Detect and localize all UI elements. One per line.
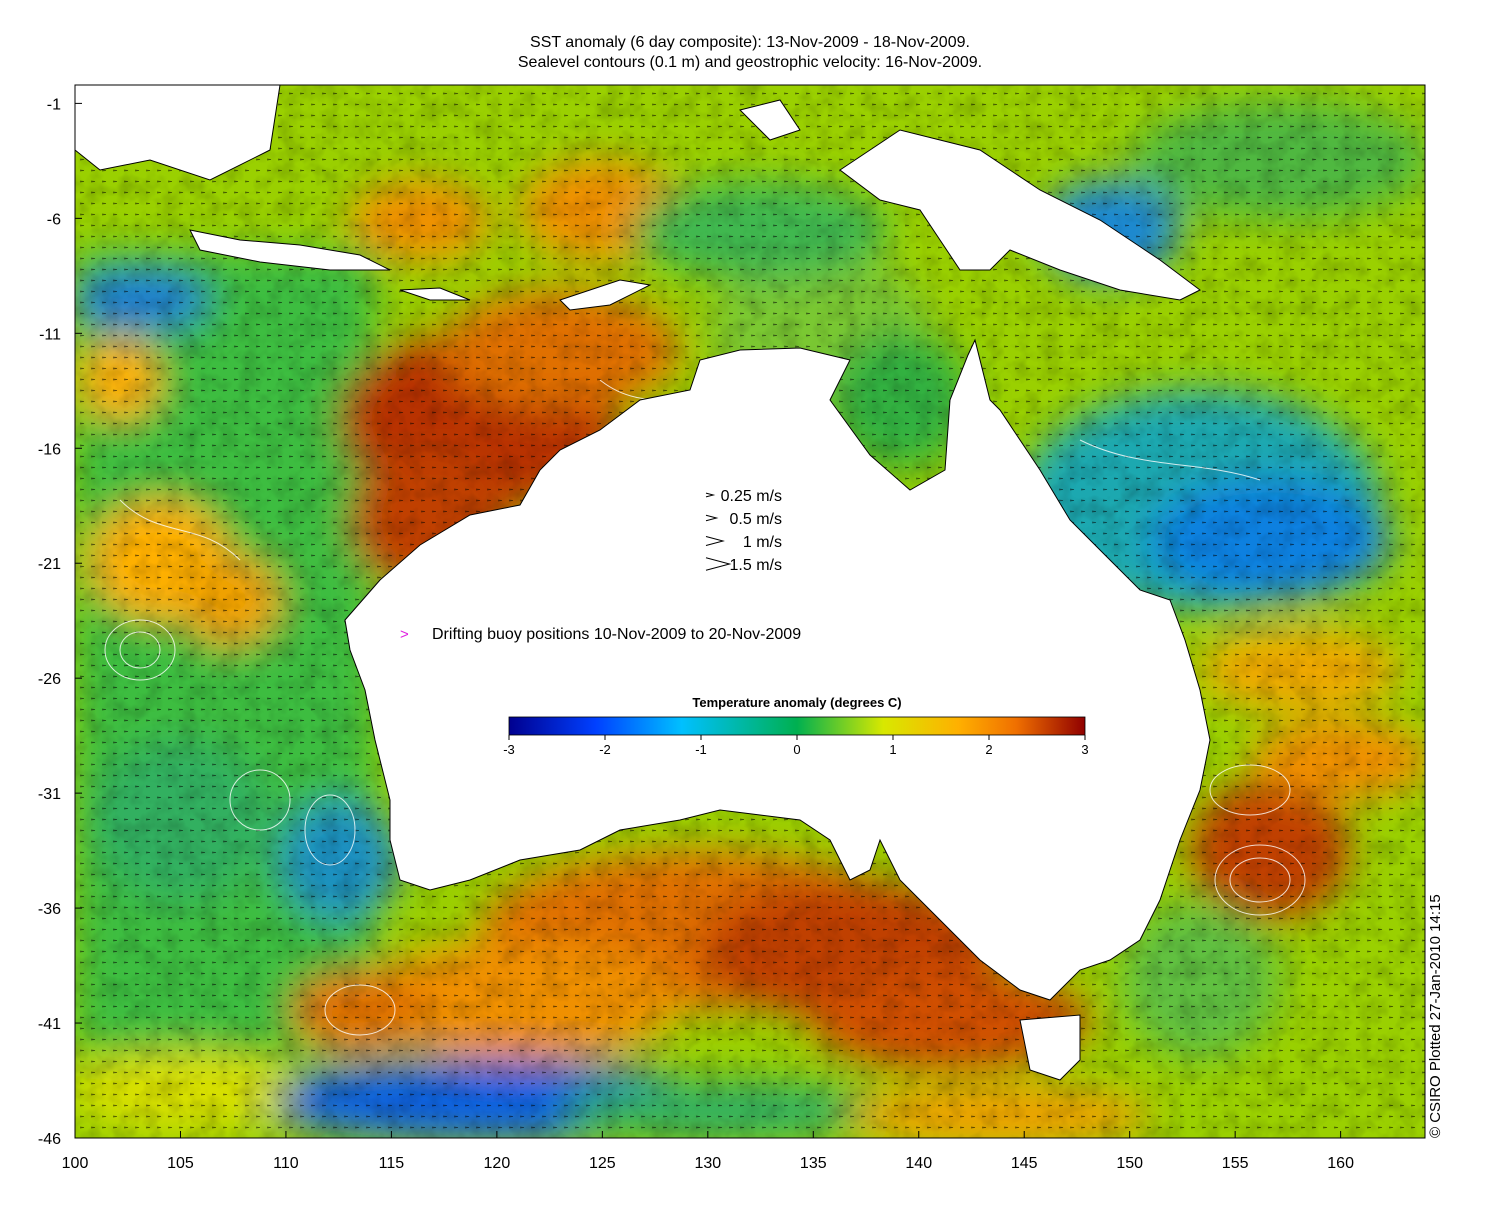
colorbar-tick-label: 1 (889, 742, 896, 757)
velocity-legend: 0.25 m/s 0.5 m/s 1 m/s 1.5 m/s (705, 488, 782, 574)
y-tick-label: -31 (38, 786, 61, 803)
colorbar-tick-label: -2 (599, 742, 611, 757)
colorbar-ramp (508, 716, 1086, 736)
buoy-legend-symbol: > (400, 626, 409, 643)
y-tick-label: -6 (47, 211, 61, 228)
sst-field (75, 85, 1425, 1138)
y-tick-label: -11 (39, 326, 61, 343)
buoy-legend-label: Drifting buoy positions 10-Nov-2009 to 2… (432, 626, 801, 643)
x-tick-label: 155 (1222, 1155, 1249, 1172)
velocity-arrow (705, 514, 719, 522)
y-axis: -1 -6 -11 -16 -21 -26 -31 -36 -41 -46 (38, 96, 82, 1148)
plot-frame (74, 84, 1426, 1139)
velocity-label: 1 m/s (743, 534, 782, 551)
colorbar-tick-label: 0 (793, 742, 800, 757)
buoy-legend: > Drifting buoy positions 10-Nov-2009 to… (400, 626, 801, 643)
x-tick-label: 100 (62, 1155, 89, 1172)
colorbar-title: Temperature anomaly (degrees C) (692, 695, 901, 710)
velocity-label: 0.5 m/s (730, 511, 782, 528)
new-guinea (839, 129, 1201, 301)
velocity-arrow (705, 536, 725, 546)
y-tick-label: -46 (38, 1131, 61, 1148)
colorbar-tick-label: 2 (985, 742, 992, 757)
colorbar-tick-label: 3 (1081, 742, 1088, 757)
y-tick-label: -26 (38, 671, 61, 688)
x-tick-label: 115 (379, 1155, 405, 1172)
x-axis: 100 105 110 115 120 125 130 135 140 145 150 155 160 (62, 1131, 1354, 1172)
borneo-edge (75, 85, 281, 181)
x-tick-label: 125 (589, 1155, 616, 1172)
lesser-sunda-1 (399, 287, 471, 301)
y-tick-label: -1 (47, 96, 61, 113)
x-tick-label: 135 (800, 1155, 827, 1172)
velocity-arrow (705, 557, 732, 571)
map-title-line2: Sealevel contours (0.1 m) and geostrophi… (517, 54, 983, 71)
x-tick-label: 105 (167, 1155, 194, 1172)
colorbar: Temperature anomaly (degrees C) -3 -2 -1 0 1… (503, 695, 1088, 757)
x-tick-label: 160 (1327, 1155, 1354, 1172)
velocity-label: 0.25 m/s (721, 488, 782, 505)
tasmania (1019, 1014, 1081, 1081)
credit-text: © CSIRO Plotted 27-Jan-2010 14:15 (1427, 894, 1444, 1138)
timor (559, 279, 652, 311)
velocity-arrow (705, 492, 716, 498)
y-tick-label: -16 (38, 441, 61, 458)
x-tick-label: 130 (694, 1155, 721, 1172)
x-tick-label: 145 (1011, 1155, 1038, 1172)
x-tick-label: 110 (273, 1155, 299, 1172)
land (75, 85, 1211, 1081)
x-tick-label: 140 (905, 1155, 932, 1172)
x-tick-label: 150 (1116, 1155, 1143, 1172)
y-tick-label: -21 (38, 556, 61, 573)
java (189, 229, 391, 271)
map-title-line1: SST anomaly (6 day composite): 13-Nov-20… (530, 34, 970, 51)
sulawesi-partial (739, 99, 801, 141)
colorbar-tick-label: -3 (503, 742, 515, 757)
colorbar-tick-label: -1 (695, 742, 707, 757)
australia-mainland (344, 338, 1211, 1001)
y-tick-label: -41 (38, 1016, 61, 1033)
x-tick-label: 120 (484, 1155, 511, 1172)
velocity-label: 1.5 m/s (730, 557, 782, 574)
y-tick-label: -36 (38, 901, 61, 918)
